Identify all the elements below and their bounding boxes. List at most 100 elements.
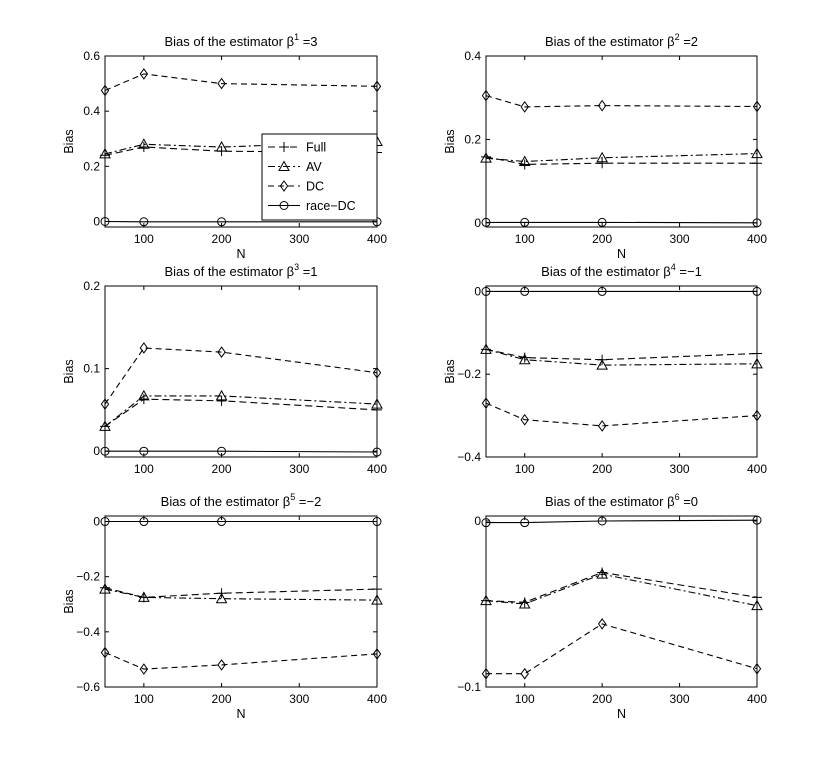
data-point-dc <box>481 397 491 410</box>
y-axis-label: Bias <box>62 129 76 153</box>
data-point-dc <box>139 342 149 354</box>
series-line-dc <box>104 73 378 92</box>
chart-title: Bias of the estimator β4 =−1 <box>541 262 702 279</box>
data-point-race-dc <box>481 286 491 296</box>
x-axis-label: N <box>617 247 626 261</box>
subplot-1: Bias of the estimator β1 =3 100 200 300 400 0… <box>62 32 387 261</box>
y-axis-label: Bias <box>62 589 76 613</box>
data-point-dc <box>217 77 226 90</box>
data-point-dc <box>752 409 762 422</box>
series-line-full <box>485 571 758 603</box>
data-point-dc <box>597 99 607 112</box>
data-point-full <box>372 404 382 415</box>
data-point-dc <box>372 648 382 660</box>
y-tick-label: −0.2 <box>76 570 100 584</box>
y-tick-label: −0.6 <box>76 680 100 694</box>
x-axis-label: N <box>236 247 245 261</box>
data-point-full <box>216 395 227 406</box>
subplot-2: Bias of the estimator β2 =2 100 200 300 400 0… <box>443 32 767 261</box>
x-tick-label: 300 <box>289 462 309 476</box>
legend-label-dc: DC <box>306 180 324 194</box>
data-point-av <box>480 594 492 606</box>
data-point-race-dc <box>752 218 762 228</box>
x-axis-label: N <box>236 707 245 721</box>
data-point-av <box>480 343 492 354</box>
data-point-race-dc <box>139 517 149 527</box>
plot-frame <box>104 515 378 688</box>
legend-label-race-dc: race−DC <box>306 199 356 213</box>
y-tick-label: −0.4 <box>457 450 481 464</box>
data-point-race-dc <box>597 286 607 296</box>
y-tick-label: 0.6 <box>83 49 100 63</box>
data-point-av <box>138 591 150 602</box>
x-tick-label: 300 <box>670 232 690 246</box>
y-axis-label: Bias <box>443 129 457 153</box>
series-line-full <box>485 156 757 165</box>
y-axis-label: Bias <box>443 359 457 383</box>
plot-frame <box>485 55 758 228</box>
data-point-race-dc <box>372 517 382 527</box>
x-tick-label: 200 <box>592 232 612 246</box>
data-point-race-dc <box>597 217 607 227</box>
data-point-race-dc <box>217 217 227 227</box>
data-point-av <box>99 147 111 159</box>
x-tick-label: 300 <box>289 232 309 246</box>
data-point-race-dc <box>139 446 149 456</box>
x-tick-label: 100 <box>134 462 154 476</box>
data-point-av <box>215 592 228 604</box>
data-point-av <box>371 398 383 409</box>
y-tick-label: 0.1 <box>83 362 100 376</box>
y-tick-label: 0 <box>474 216 481 230</box>
x-tick-label: 200 <box>212 692 232 706</box>
data-point-dc <box>520 413 529 426</box>
y-tick-label: 0.2 <box>83 159 100 173</box>
data-point-race-dc <box>520 217 530 227</box>
data-point-dc <box>520 667 529 680</box>
y-axis-label: Bias <box>62 359 76 383</box>
data-point-dc <box>100 398 110 410</box>
legend-label-full: Full <box>306 141 326 155</box>
data-point-race-dc <box>520 518 530 528</box>
data-point-av <box>215 389 228 401</box>
x-tick-label: 100 <box>134 232 154 246</box>
legend-label-av: AV <box>306 160 322 174</box>
series-line-dc <box>486 623 758 675</box>
data-point-full <box>372 584 382 595</box>
y-tick-label: 0 <box>93 214 100 228</box>
data-point-av <box>215 140 228 152</box>
series-line-full <box>104 146 378 156</box>
y-tick-label: 0 <box>93 444 100 458</box>
y-tick-label: 0 <box>474 284 481 298</box>
data-point-dc <box>520 101 529 113</box>
legend-marker-dc <box>279 180 289 192</box>
x-tick-label: 200 <box>592 462 612 476</box>
x-tick-label: 300 <box>670 692 690 706</box>
x-tick-label: 200 <box>212 462 232 476</box>
data-point-av <box>138 138 150 149</box>
data-point-full <box>752 158 762 169</box>
x-tick-label: 400 <box>367 232 387 246</box>
chart-title: Bias of the estimator β5 =−2 <box>161 492 322 509</box>
legend-marker-av <box>278 160 290 171</box>
data-point-av <box>596 151 608 163</box>
y-tick-label: 0.4 <box>464 49 481 63</box>
y-tick-label: 0.2 <box>464 132 481 146</box>
chart-title: Bias of the estimator β3 =1 <box>164 262 317 279</box>
data-point-av <box>99 583 111 594</box>
data-point-dc <box>139 68 149 80</box>
series-line-av <box>485 573 758 607</box>
data-point-race-dc <box>217 517 227 527</box>
y-tick-label: −0.1 <box>457 680 481 694</box>
legend: Full AV DC race−DC <box>261 133 378 221</box>
series-line-dc <box>104 651 378 670</box>
data-point-dc <box>752 662 762 675</box>
data-point-av <box>751 147 763 159</box>
data-point-dc <box>481 667 491 680</box>
data-point-dc <box>217 659 226 671</box>
x-tick-label: 100 <box>515 232 535 246</box>
data-point-av <box>751 357 763 369</box>
data-point-av <box>518 155 531 167</box>
x-tick-label: 400 <box>367 462 387 476</box>
data-point-dc <box>752 100 762 113</box>
data-point-dc <box>481 89 491 102</box>
